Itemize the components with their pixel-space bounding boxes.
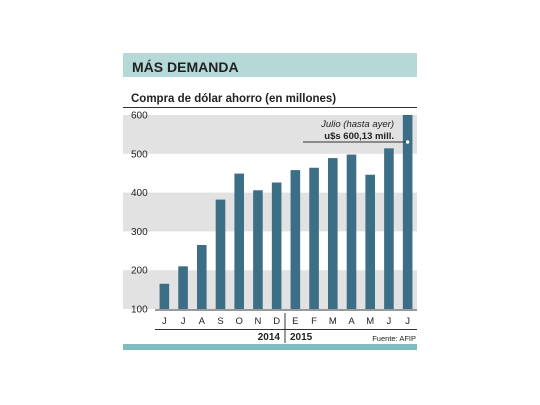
- x-tick-label: N: [254, 316, 261, 327]
- year-label: 2015: [290, 332, 313, 343]
- annotation: Julio (hasta ayer) u$s 600,13 mill.: [303, 119, 411, 145]
- bar: [327, 158, 338, 309]
- bar: [234, 173, 245, 309]
- x-tick-label: M: [329, 316, 337, 327]
- bar: [253, 190, 263, 309]
- bar: [309, 167, 319, 309]
- chart-subtitle: Compra de dólar ahorro (en millones): [131, 93, 336, 105]
- x-tick-label: J: [181, 316, 186, 327]
- y-tick-label: 200: [131, 266, 148, 277]
- y-tick-label: 100: [131, 305, 148, 316]
- bar: [178, 266, 188, 309]
- x-tick-label: F: [311, 316, 317, 327]
- annotation-value: u$s 600,13 mill.: [324, 131, 394, 142]
- annotation-marker: [404, 139, 411, 145]
- x-tick-label: A: [348, 316, 355, 327]
- y-tick-label: 600: [131, 111, 148, 122]
- bar: [384, 148, 394, 309]
- bar: [271, 182, 282, 309]
- x-tick-label: J: [162, 316, 167, 327]
- bar: [402, 114, 413, 310]
- x-tick-label: J: [405, 316, 410, 327]
- year-label: 2014: [258, 332, 281, 343]
- bar: [159, 283, 170, 309]
- x-tick-label: M: [366, 316, 374, 327]
- year-labels: 2014 2015: [258, 332, 313, 343]
- y-axis: 100 200 300 400 500 600: [131, 111, 148, 316]
- bar: [196, 244, 207, 309]
- source-note: Fuente: AFIP: [372, 334, 416, 343]
- header-band: [123, 53, 417, 77]
- chart-title: MÁS DEMANDA: [132, 59, 239, 75]
- x-tick-label: J: [387, 316, 392, 327]
- x-tick-label: A: [199, 316, 206, 327]
- grid-band: [123, 115, 417, 154]
- y-tick-label: 300: [131, 227, 148, 238]
- y-tick-label: 500: [131, 149, 148, 160]
- bars: [159, 114, 413, 310]
- x-tick-label: S: [217, 316, 223, 327]
- x-tick-label: E: [292, 316, 298, 327]
- annotation-label: Julio (hasta ayer): [320, 119, 394, 130]
- x-tick-label: D: [273, 316, 280, 327]
- bar: [215, 199, 226, 309]
- y-tick-label: 400: [131, 188, 148, 199]
- bar: [346, 154, 357, 309]
- bar: [290, 170, 301, 309]
- x-tick-label: O: [236, 316, 243, 327]
- bar: [365, 174, 376, 309]
- bottom-accent-bar: [123, 344, 417, 350]
